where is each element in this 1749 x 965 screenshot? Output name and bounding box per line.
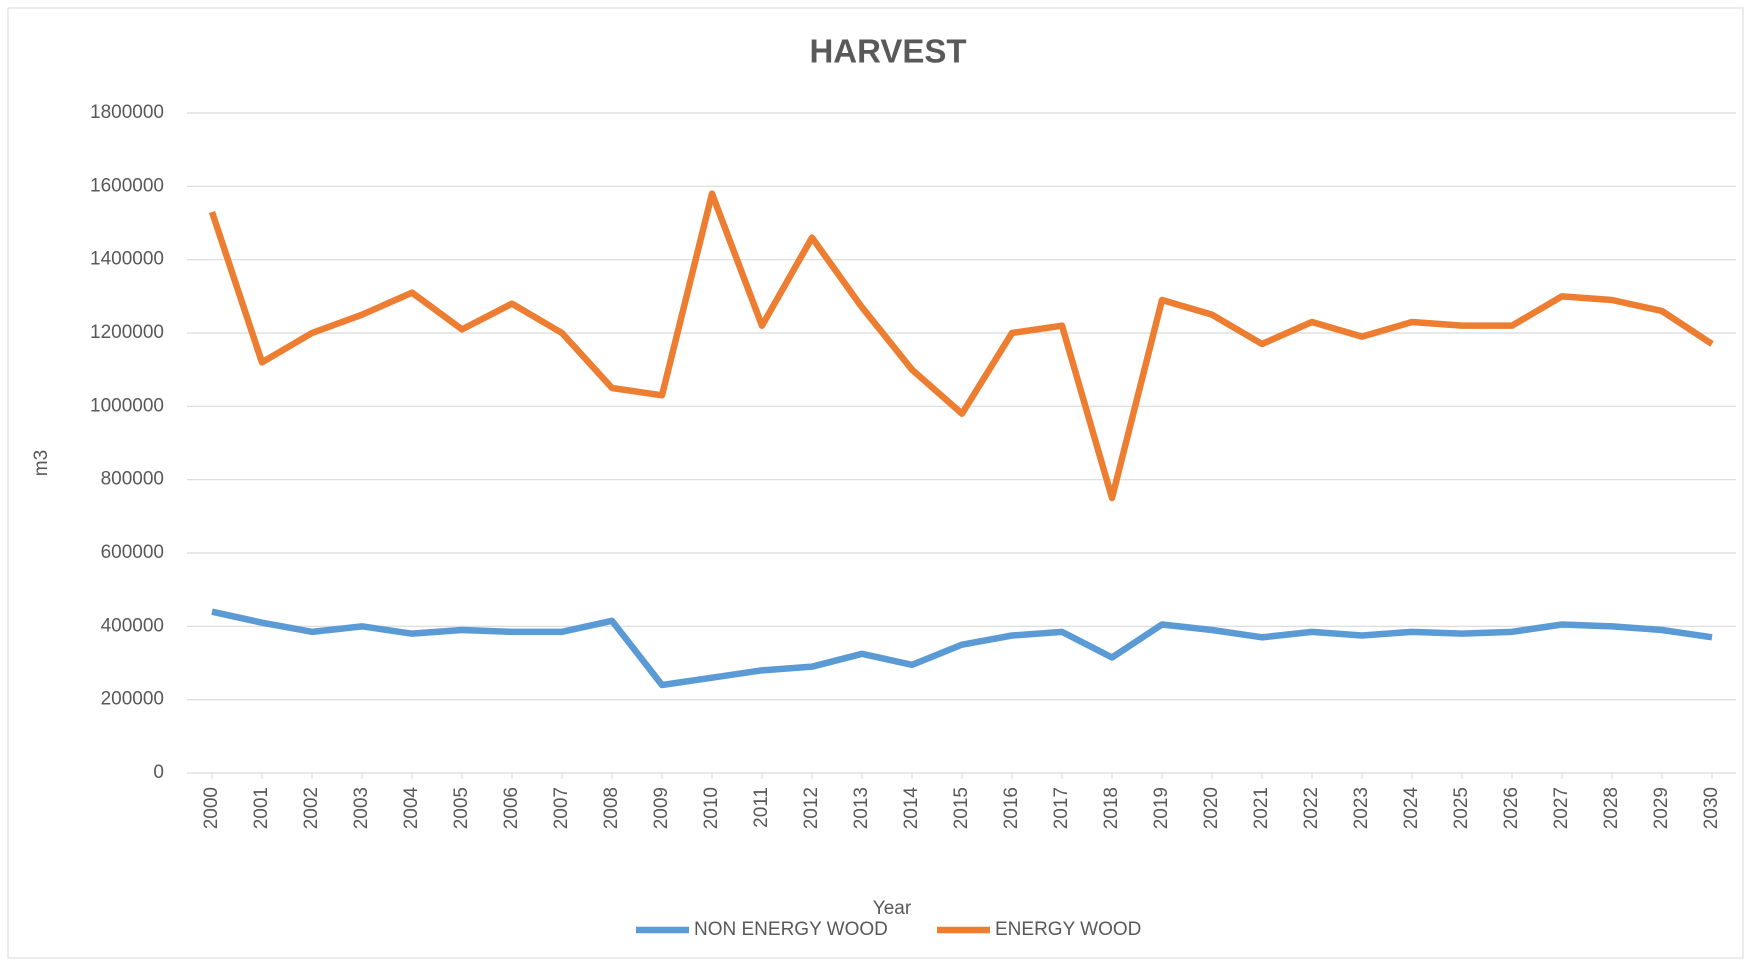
- y-axis-label: m3: [31, 450, 52, 476]
- y-tick-label: 1600000: [90, 175, 164, 196]
- x-tick-label: 2002: [301, 787, 322, 829]
- y-tick-label: 600000: [101, 542, 164, 563]
- x-tick-label: 2024: [1401, 787, 1422, 830]
- x-tick-label: 2030: [1701, 787, 1722, 829]
- x-tick-label: 2012: [801, 787, 822, 829]
- x-axis-label: Year: [873, 898, 912, 919]
- x-tick-label: 2029: [1651, 787, 1672, 829]
- x-tick-label: 2023: [1351, 787, 1372, 829]
- y-tick-label: 400000: [101, 615, 164, 636]
- data-line: [211, 608, 1713, 689]
- x-tick-label: 2021: [1251, 787, 1272, 829]
- x-tick-label: 2028: [1601, 787, 1622, 829]
- x-tick-label: 2009: [651, 787, 672, 829]
- x-tick-label: 2013: [851, 787, 872, 829]
- data-line: [208, 190, 1714, 502]
- x-tick-label: 2005: [451, 787, 472, 829]
- y-tick-label: 1000000: [90, 395, 164, 416]
- x-tick-label: 2017: [1051, 787, 1072, 829]
- x-tick-label: 2020: [1201, 787, 1222, 829]
- x-tick-label: 2001: [251, 787, 272, 829]
- x-tick-label: 2011: [751, 787, 772, 828]
- x-tick-label: 2025: [1451, 787, 1472, 829]
- x-tick-label: 2006: [501, 787, 522, 829]
- chart-title: HARVEST: [809, 33, 966, 70]
- y-tick-label: 1800000: [90, 102, 164, 123]
- y-tick-label: 200000: [101, 689, 164, 710]
- legend-label: NON ENERGY WOOD: [694, 919, 888, 940]
- x-tick-label: 2014: [901, 787, 922, 830]
- x-tick-label: 2026: [1501, 787, 1522, 829]
- x-tick-label: 2003: [351, 787, 372, 829]
- x-tick-label: 2008: [601, 787, 622, 829]
- x-tick-label: 2019: [1151, 787, 1172, 829]
- x-tick-label: 2016: [1001, 787, 1022, 829]
- x-tick-label: 2007: [551, 787, 572, 829]
- x-tick-label: 2000: [201, 787, 222, 829]
- y-tick-label: 1400000: [90, 249, 164, 270]
- y-tick-label: 800000: [101, 469, 164, 490]
- y-tick-label: 0: [153, 762, 164, 783]
- chart-border: [7, 7, 1744, 959]
- x-tick-label: 2010: [701, 787, 722, 829]
- x-tick-label: 2015: [951, 787, 972, 829]
- x-tick-label: 2022: [1301, 787, 1322, 829]
- legend-label: ENERGY WOOD: [995, 919, 1141, 940]
- y-tick-label: 1200000: [90, 322, 164, 343]
- x-tick-label: 2018: [1101, 787, 1122, 829]
- x-tick-label: 2004: [401, 787, 422, 830]
- x-tick-label: 2027: [1551, 787, 1572, 829]
